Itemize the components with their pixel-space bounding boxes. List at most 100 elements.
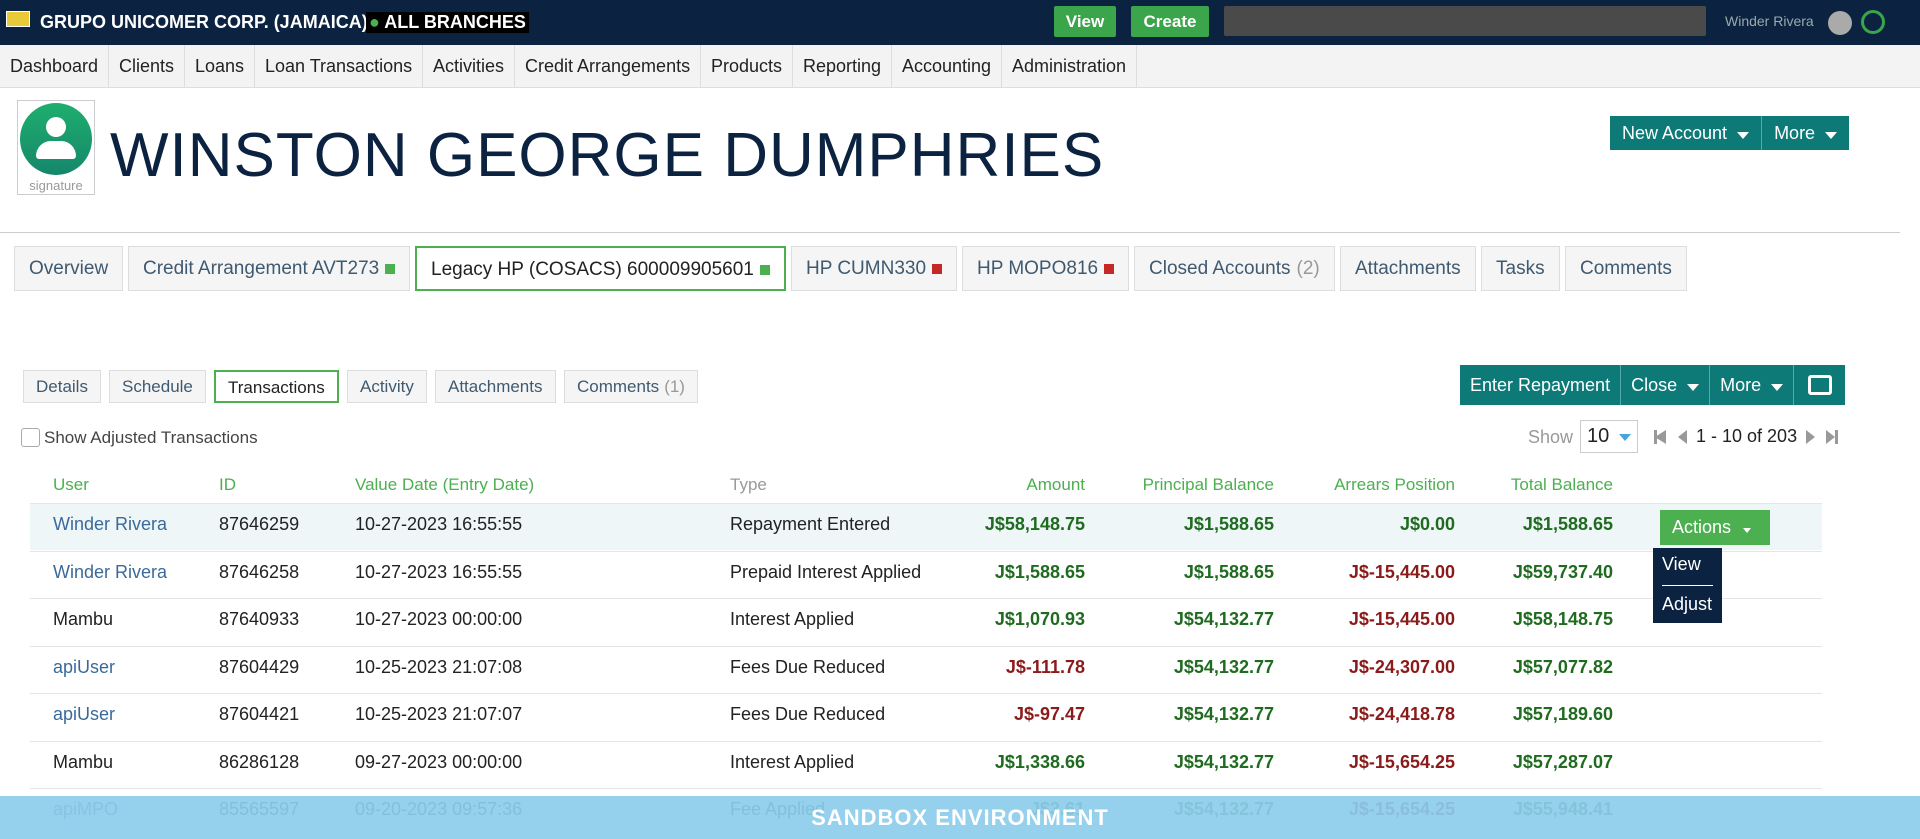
nav-item[interactable]: Reporting	[793, 45, 893, 88]
table-row	[30, 550, 1822, 598]
nav-item[interactable]: Dashboard	[0, 45, 110, 88]
cell: 87646259	[219, 514, 300, 534]
client-button[interactable]: New Account	[1610, 116, 1761, 150]
tab-label: Credit Arrangement AVT273	[143, 258, 380, 279]
sub-tab[interactable]: Details	[23, 370, 101, 403]
nav-item[interactable]: Loans	[185, 45, 256, 88]
power-icon[interactable]	[1861, 10, 1885, 34]
sub-tab-label: Activity	[360, 377, 414, 396]
pager-last[interactable]	[1826, 430, 1838, 444]
nav-item[interactable]: Products	[701, 45, 794, 88]
print-button[interactable]	[1793, 365, 1845, 405]
sub-tab-label: Comments	[577, 377, 660, 396]
column-header[interactable]: Amount	[1026, 475, 1085, 494]
account-tab[interactable]: Overview	[14, 246, 124, 291]
cell: J$1,070.93	[994, 609, 1085, 629]
nav-item[interactable]: Activities	[423, 45, 516, 88]
tab-label: Attachments	[1355, 258, 1461, 279]
cell: J$57,287.07	[1512, 751, 1613, 772]
page-size[interactable]: 10	[1580, 420, 1638, 453]
cell: J$59,737.40	[1512, 561, 1613, 582]
client-button[interactable]: More	[1761, 116, 1849, 150]
sub-tab-label: Transactions	[228, 378, 325, 397]
action-button[interactable]: More	[1709, 365, 1793, 405]
sub-tab[interactable]: Comments (1)	[564, 370, 698, 403]
branch: ● ALL BRANCHES	[366, 12, 529, 33]
menu-item[interactable]: Adjust	[1662, 594, 1713, 614]
logo	[6, 11, 30, 27]
column-header[interactable]: Total Balance	[1510, 475, 1613, 494]
account-tab[interactable]: Credit Arrangement AVT273	[128, 246, 411, 291]
action-button[interactable]: Enter Repayment	[1470, 375, 1611, 395]
cell: Prepaid Interest Applied	[730, 561, 922, 582]
account-tab[interactable]: Attachments	[1340, 246, 1476, 291]
table-row	[30, 645, 1822, 693]
cell: 10-25-2023 21:07:07	[355, 704, 523, 724]
pager-prev[interactable]	[1678, 430, 1687, 444]
cell: 10-25-2023 21:07:08	[355, 656, 523, 677]
cell: J$-15,445.00	[1348, 609, 1455, 629]
nav-item[interactable]: Accounting	[892, 45, 1003, 88]
help-icon[interactable]	[1828, 11, 1852, 35]
actions-button[interactable]: Actions	[1660, 510, 1770, 545]
show-label: Show	[1528, 427, 1574, 447]
cell: J$57,077.82	[1512, 656, 1613, 677]
cell: 10-27-2023 16:55:55	[355, 561, 523, 582]
checkbox[interactable]	[21, 428, 40, 447]
column-header[interactable]: Value Date (Entry Date)	[355, 475, 535, 494]
account-tab[interactable]: Tasks	[1481, 246, 1560, 291]
header-button[interactable]: View	[1054, 6, 1116, 37]
caret	[1619, 434, 1631, 441]
user-link[interactable]: Winder Rivera	[53, 514, 168, 534]
sub-tab[interactable]: Activity	[347, 370, 427, 403]
column-header[interactable]: User	[53, 475, 89, 494]
cell: J$54,132.77	[1173, 656, 1274, 677]
menu-item[interactable]: View	[1662, 554, 1713, 586]
column-header[interactable]: ID	[219, 475, 236, 494]
caret	[1771, 384, 1784, 391]
tab-label: Legacy HP (COSACS) 600009905601	[431, 259, 754, 280]
nav-bar	[0, 45, 1920, 88]
account-tab[interactable]: HP CUMN330	[791, 246, 958, 291]
column-header[interactable]: Principal Balance	[1142, 475, 1274, 494]
cell: 87640933	[219, 609, 300, 629]
sub-tab[interactable]: Transactions	[214, 370, 339, 403]
nav-item[interactable]: Credit Arrangements	[515, 45, 702, 88]
user-link[interactable]: apiUser	[53, 704, 116, 724]
table-row	[30, 740, 1822, 788]
nav-item[interactable]: Clients	[109, 45, 186, 88]
cell: 09-27-2023 00:00:00	[355, 751, 523, 772]
caret	[1737, 132, 1750, 139]
user-name[interactable]: Winder Rivera	[1725, 13, 1814, 29]
cell: J$-24,418.78	[1348, 704, 1455, 724]
pager-next[interactable]	[1806, 430, 1815, 444]
cell: J$-111.78	[1005, 656, 1085, 677]
column-header[interactable]: Arrears Position	[1334, 475, 1455, 494]
pager-first[interactable]	[1654, 430, 1666, 444]
sub-tab[interactable]: Attachments	[435, 370, 556, 403]
column-header[interactable]: Type	[730, 475, 767, 494]
action-button[interactable]: Close	[1620, 365, 1709, 405]
account-tab[interactable]: HP MOPO816	[962, 246, 1130, 291]
sub-tab[interactable]: Schedule	[109, 370, 206, 403]
checkbox-label: Show Adjusted Transactions	[44, 428, 258, 447]
cell: 10-27-2023 16:55:55	[355, 514, 523, 534]
cell: 86286128	[219, 751, 300, 772]
account-tab[interactable]: Closed Accounts (2)	[1134, 246, 1335, 291]
sub-tab-label: Schedule	[122, 377, 193, 396]
nav-item[interactable]: Loan Transactions	[255, 45, 424, 88]
user-link[interactable]: Winder Rivera	[53, 561, 168, 582]
search-box[interactable]	[1224, 6, 1706, 36]
account-tab[interactable]: Comments	[1565, 246, 1687, 291]
tab-label: Closed Accounts	[1149, 258, 1291, 279]
nav-item[interactable]: Administration	[1002, 45, 1138, 88]
header-button[interactable]: Create	[1131, 6, 1209, 37]
account-tab[interactable]: Legacy HP (COSACS) 600009905601	[415, 246, 786, 291]
sub-tab-label: Attachments	[448, 377, 543, 396]
avatar-label: signature	[29, 178, 83, 193]
user-link[interactable]: apiUser	[53, 656, 116, 677]
cell: J$1,588.65	[1183, 514, 1274, 534]
cell: Repayment Entered	[730, 514, 891, 534]
cell: J$58,148.75	[1512, 609, 1613, 629]
